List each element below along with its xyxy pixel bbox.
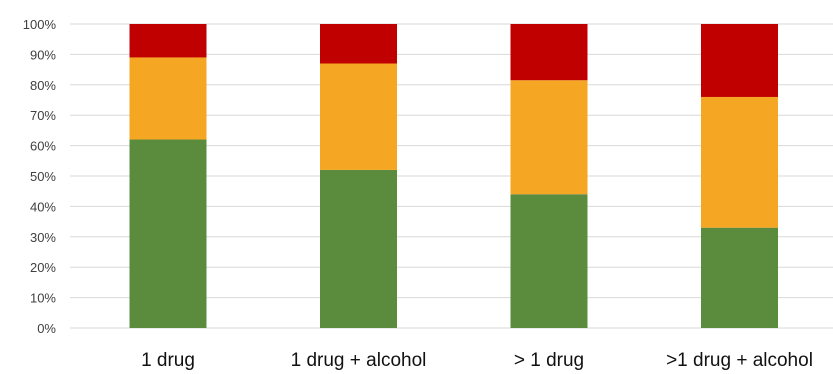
x-category-label: > 1 drug [514,350,584,371]
bar-segment [129,57,207,140]
y-tick-label: 70% [30,108,56,123]
y-axis-tick-labels: 0% 10% 20% 30% 40% 50% 60% 70% 80% 90% 100% [23,17,57,336]
y-tick-label: 0% [37,321,56,336]
y-tick-label: 10% [30,291,56,306]
y-tick-label: 90% [30,47,56,62]
bar-segment [510,24,588,81]
y-tick-label: 80% [30,78,56,93]
x-category-label: 1 drug [141,350,195,371]
bar-segment [320,63,397,170]
bar-segment [701,227,778,328]
x-category-label: >1 drug + alcohol [666,350,813,371]
y-tick-label: 50% [30,169,56,184]
y-tick-label: 40% [30,199,56,214]
y-tick-label: 30% [30,230,56,245]
bar-segment [320,24,397,64]
x-axis-category-labels: 1 drug 1 drug + alcohol > 1 drug >1 drug + … [141,350,813,371]
bar-segment [701,24,778,97]
y-tick-label: 60% [30,139,56,154]
bars [129,24,778,328]
bar-segment [701,96,778,228]
y-tick-label: 100% [23,17,57,32]
bar-segment [510,194,588,328]
bar-segment [129,139,207,328]
bar-segment [510,80,588,195]
bar-segment [320,169,397,328]
y-tick-label: 20% [30,260,56,275]
x-category-label: 1 drug + alcohol [291,350,427,371]
bar-segment [129,24,207,58]
